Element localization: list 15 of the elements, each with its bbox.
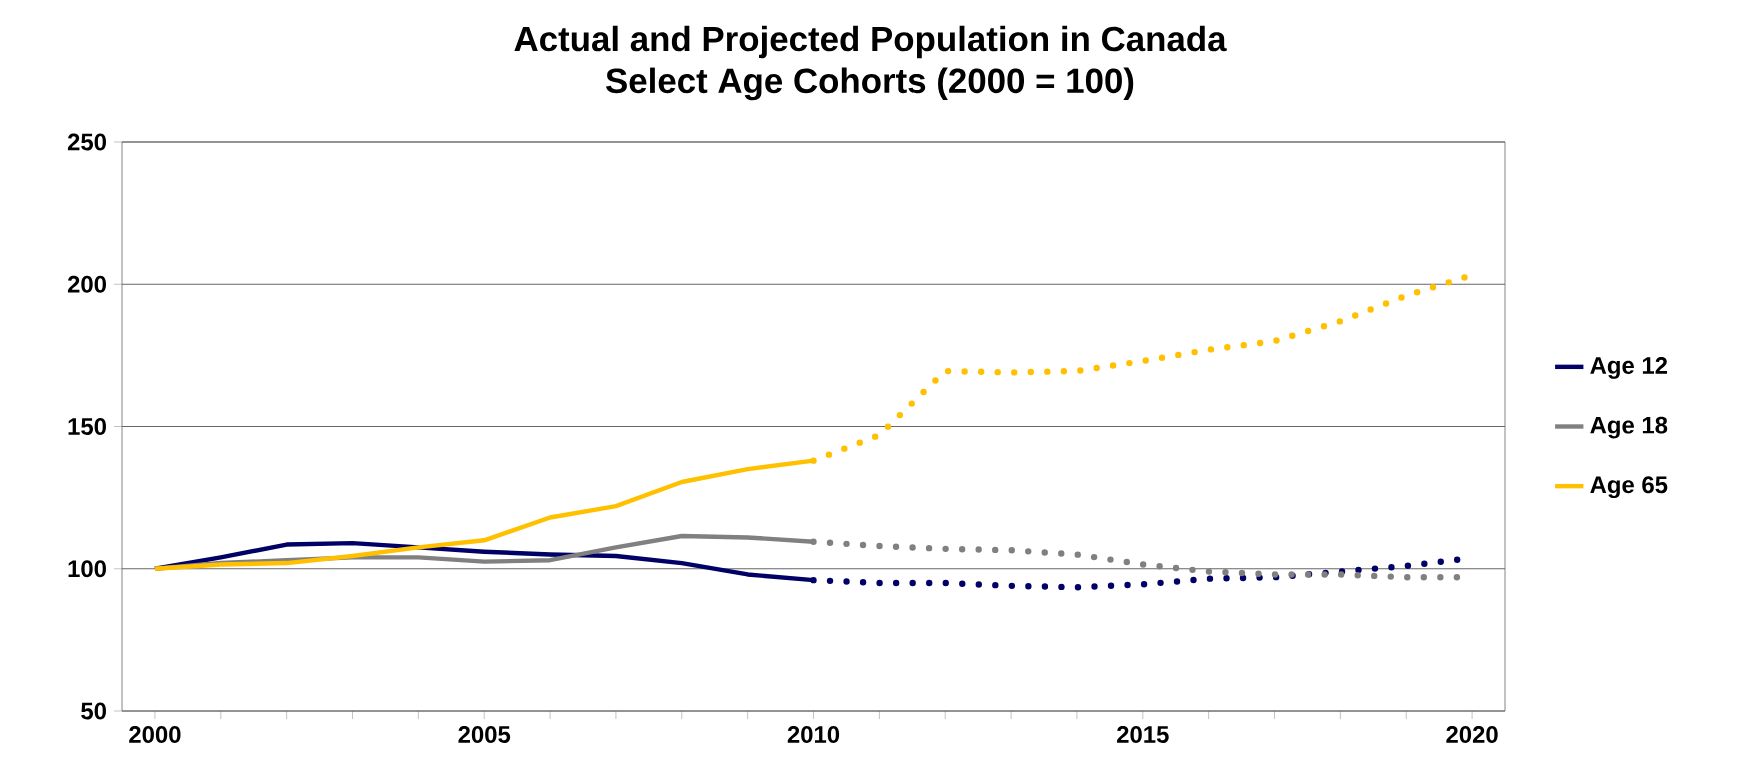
y-tick-label: 200 [67, 275, 106, 293]
x-tick-label: 2020 [1446, 726, 1498, 743]
x-tick-label: 2015 [1117, 726, 1169, 743]
y-tick-label: 50 [81, 702, 106, 720]
legend-label: Age 65 [1590, 476, 1668, 499]
legend-label: Age 12 [1590, 357, 1668, 379]
y-tick-label: 150 [68, 418, 106, 435]
x-tick-label: 2005 [458, 726, 511, 743]
x-tick-label: 2000 [129, 726, 181, 743]
x-tick-label: 2010 [787, 726, 840, 743]
y-tick-label: 250 [67, 133, 106, 151]
chart-subtitle: Select Age Cohorts (2000 = 100) [605, 67, 1134, 101]
chart-title: Actual and Projected Population in Canada [514, 25, 1227, 59]
legend-label: Age 18 [1590, 416, 1668, 439]
y-tick-label: 100 [68, 560, 106, 578]
